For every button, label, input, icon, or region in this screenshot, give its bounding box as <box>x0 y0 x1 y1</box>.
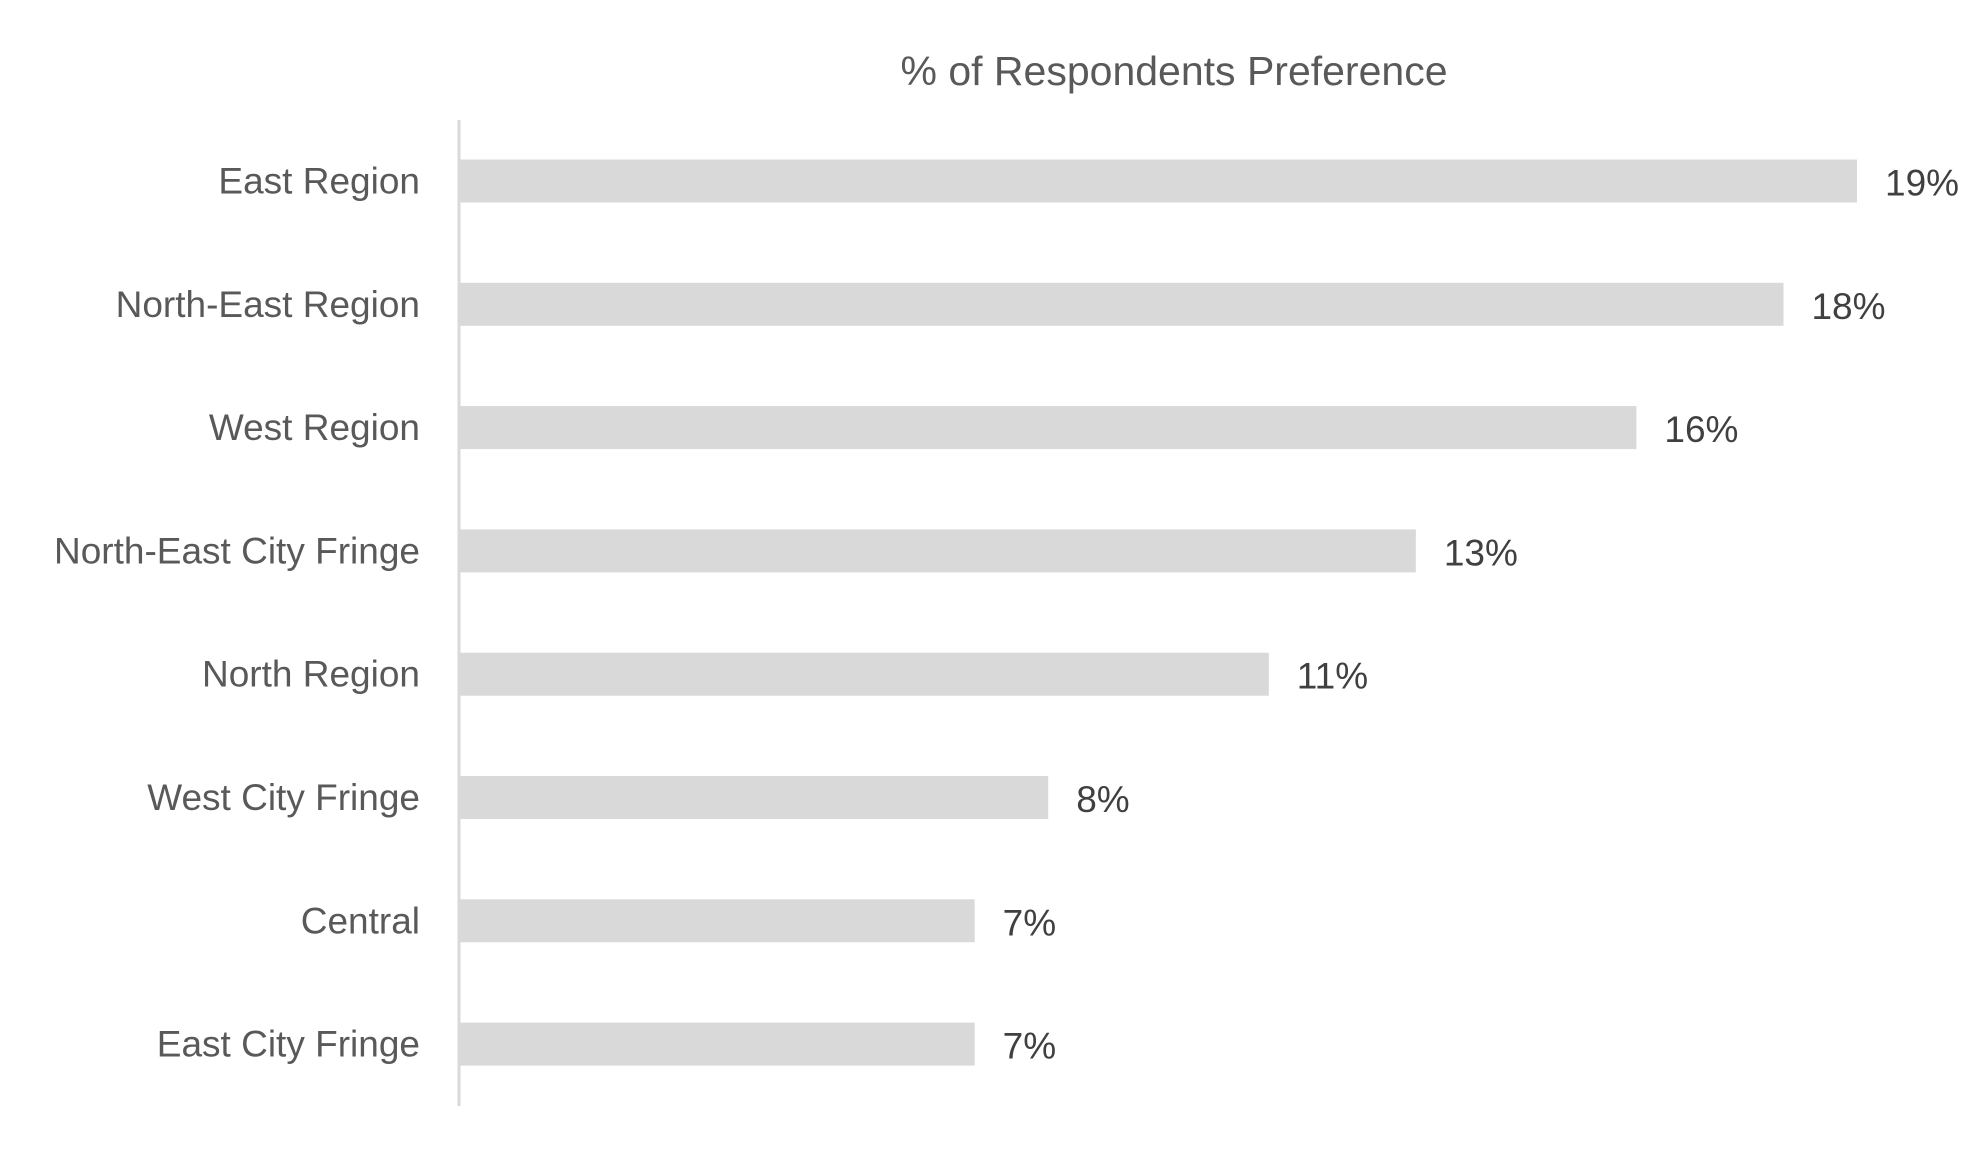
bar <box>460 776 1049 819</box>
bars-layer <box>460 159 1857 1066</box>
bar <box>460 282 1784 326</box>
data-label: 18% <box>1811 286 1885 327</box>
category-label: Central <box>301 900 420 941</box>
category-label: North-East City Fringe <box>54 530 420 571</box>
category-label: West Region <box>209 407 420 448</box>
category-label: North-East Region <box>116 284 420 325</box>
chart-title: % of Respondents Preference <box>901 48 1448 94</box>
data-label: 16% <box>1664 409 1738 450</box>
data-label: 7% <box>1003 902 1056 943</box>
bar <box>460 406 1637 450</box>
bar <box>460 652 1269 696</box>
bar <box>460 1022 975 1066</box>
category-labels-layer: East Region North-East Region West Region N… <box>54 161 420 1065</box>
category-label: East Region <box>218 161 420 202</box>
data-label: 11% <box>1297 656 1368 697</box>
bar <box>460 159 1857 203</box>
data-label: 8% <box>1076 779 1129 820</box>
category-label: West City Fringe <box>147 777 420 818</box>
bar <box>460 899 975 943</box>
data-label: 7% <box>1003 1026 1056 1067</box>
data-label: 19% <box>1885 163 1959 204</box>
value-labels-layer: 19% 18% 16% 13% 11% 8% 7% 7% <box>1003 163 1959 1067</box>
bar <box>460 529 1416 573</box>
category-label: East City Fringe <box>157 1024 420 1065</box>
data-label: 13% <box>1444 532 1518 573</box>
category-label: North Region <box>202 654 420 695</box>
